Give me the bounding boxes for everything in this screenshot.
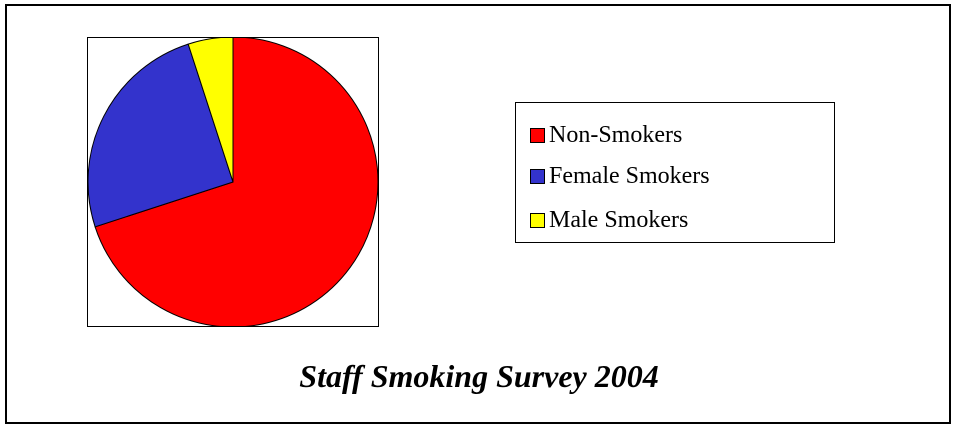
legend-item-female-smokers: Female Smokers — [530, 161, 710, 191]
pie-slice-female-smokers — [88, 43, 234, 228]
pie-slice-non-smokers — [94, 38, 378, 326]
legend-label-male-smokers: Male Smokers — [549, 206, 689, 233]
legend-swatch-female-smokers — [530, 168, 545, 184]
legend-label-female-smokers: Female Smokers — [549, 162, 710, 189]
legend-swatch-non-smokers — [530, 127, 545, 143]
legend-label-non-smokers: Non-Smokers — [549, 121, 683, 148]
pie-chart — [88, 38, 378, 326]
legend-swatch-male-smokers — [530, 212, 545, 228]
chart-title: Staff Smoking Survey 2004 — [299, 358, 659, 394]
legend: Non-Smokers Female Smokers Male Smokers — [515, 102, 835, 243]
legend-item-non-smokers: Non-Smokers — [530, 120, 682, 150]
plot-area — [87, 37, 379, 327]
legend-item-male-smokers: Male Smokers — [530, 205, 688, 235]
pie-slice-male-smokers — [187, 38, 234, 183]
